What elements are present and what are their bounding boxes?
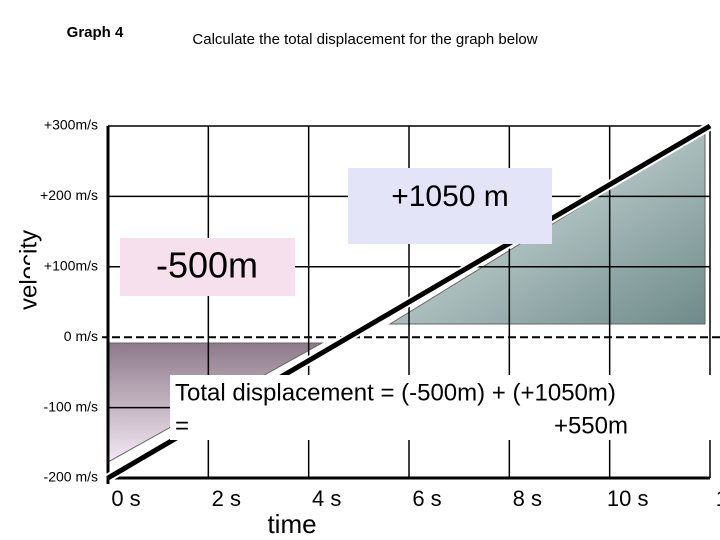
- x-tick-label: 10 s: [607, 486, 649, 511]
- x-tick-box: [505, 484, 558, 516]
- y-tick-box: [30, 183, 102, 210]
- y-tick-label: +100m/s: [44, 258, 98, 274]
- y-tick-label: 0 m/s: [64, 328, 98, 344]
- annotation-box: [120, 238, 295, 296]
- annotation: +550m: [554, 412, 628, 439]
- y-tick-label: +200 m/s: [40, 187, 98, 203]
- x-tick-box: [605, 484, 658, 516]
- x-tick-label: 4 s: [312, 486, 341, 511]
- y-tick-box: [30, 113, 102, 139]
- annotation-box: [348, 168, 552, 244]
- y-tick-label: +300m/s: [44, 117, 98, 133]
- annotation: =: [175, 412, 189, 439]
- x-tick-label: 12: [716, 486, 720, 511]
- x-tick-box: [304, 484, 357, 516]
- subtitle: Calculate the total displacement for the…: [192, 31, 537, 48]
- x-tick-label: 6 s: [412, 486, 441, 511]
- annotation: Total displacement = (-500m) + (+1050m): [175, 379, 616, 406]
- annotation-box: [170, 375, 715, 440]
- x-tick-box: [104, 484, 156, 516]
- y-tick-box: [30, 394, 102, 421]
- y-tick-label: -200 m/s: [44, 469, 98, 485]
- title: Graph 4: [67, 24, 124, 41]
- x-tick-box: [204, 484, 257, 516]
- y-tick-box: [30, 253, 102, 280]
- x-tick-label: 8 s: [513, 486, 542, 511]
- x-tick-box: [405, 484, 457, 516]
- x-tick-box: [706, 484, 720, 516]
- x-tick-label: 0 s: [111, 486, 140, 511]
- y-tick-box: [30, 324, 102, 351]
- y-tick-label: -100 m/s: [44, 398, 98, 414]
- x-tick-label: 2 s: [212, 486, 241, 511]
- y-tick-box: [30, 465, 102, 491]
- annotation: +1050 m: [391, 180, 509, 213]
- annotation: -500m: [156, 245, 258, 286]
